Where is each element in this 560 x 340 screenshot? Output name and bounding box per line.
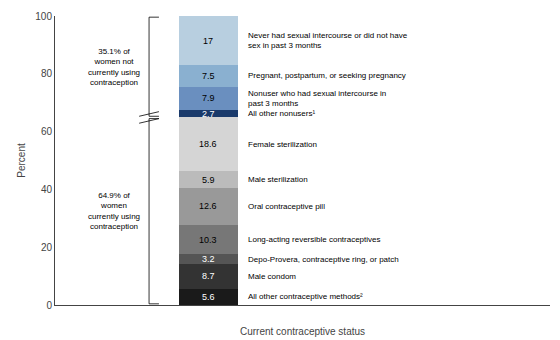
- svg-text:35.1% ofwomen notcurrently usi: 35.1% ofwomen notcurrently usingcontrace…: [88, 47, 140, 87]
- svg-text:All other nonusers¹: All other nonusers¹: [248, 109, 315, 118]
- svg-text:2.7: 2.7: [202, 109, 215, 119]
- svg-text:Percent: Percent: [16, 143, 27, 178]
- svg-text:Current contraceptive status: Current contraceptive status: [240, 326, 365, 337]
- svg-text:18.6: 18.6: [199, 139, 217, 149]
- svg-text:Long-acting reversible contrac: Long-acting reversible contraceptives: [248, 235, 381, 244]
- svg-text:Female sterilization: Female sterilization: [248, 140, 317, 149]
- svg-text:Never had sexual intercourse o: Never had sexual intercourse or did not …: [248, 31, 408, 50]
- svg-text:Male sterilization: Male sterilization: [248, 175, 308, 184]
- svg-text:12.6: 12.6: [199, 201, 217, 211]
- svg-text:3.2: 3.2: [202, 254, 215, 264]
- svg-text:8.7: 8.7: [202, 271, 215, 281]
- svg-text:5.6: 5.6: [202, 292, 215, 302]
- svg-text:5.9: 5.9: [202, 175, 215, 185]
- svg-text:80: 80: [41, 68, 53, 79]
- svg-text:60: 60: [41, 126, 53, 137]
- svg-text:All other contraceptive method: All other contraceptive methods²: [248, 292, 363, 301]
- svg-text:20: 20: [41, 242, 53, 253]
- svg-text:40: 40: [41, 184, 53, 195]
- svg-text:0: 0: [46, 300, 52, 311]
- svg-text:7.9: 7.9: [202, 93, 215, 103]
- svg-text:Depo-Provera, contraceptive ri: Depo-Provera, contraceptive ring, or pat…: [248, 255, 399, 264]
- svg-text:17: 17: [203, 36, 213, 46]
- svg-text:Oral contraceptive pill: Oral contraceptive pill: [248, 202, 325, 211]
- svg-text:10.3: 10.3: [199, 235, 217, 245]
- svg-text:64.9% ofwomencurrently usingco: 64.9% ofwomencurrently usingcontraceptio…: [88, 191, 140, 231]
- svg-text:Male condom: Male condom: [248, 272, 296, 281]
- svg-text:7.5: 7.5: [202, 71, 215, 81]
- svg-text:100: 100: [35, 11, 52, 22]
- svg-text:Pregnant, postpartum, or seeki: Pregnant, postpartum, or seeking pregnan…: [248, 71, 406, 80]
- svg-text:Nonuser who had sexual interco: Nonuser who had sexual intercourse inpas…: [248, 89, 386, 108]
